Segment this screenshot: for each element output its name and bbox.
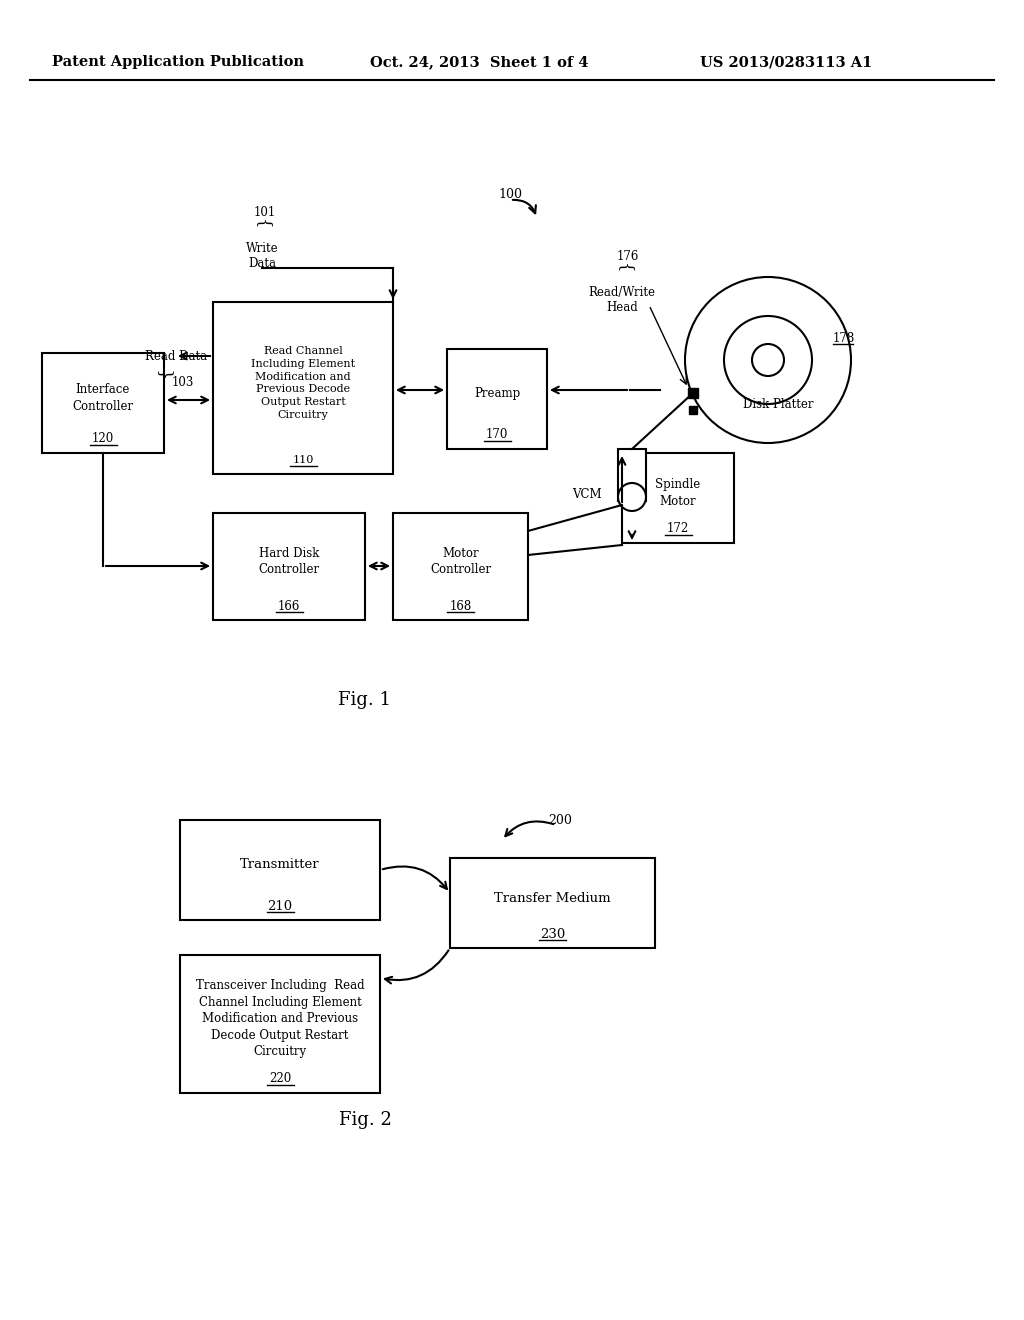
Text: Disk Platter: Disk Platter bbox=[742, 399, 813, 412]
Text: 166: 166 bbox=[278, 599, 300, 612]
Bar bbox=[213, 513, 365, 620]
Bar bbox=[618, 449, 646, 502]
Bar bbox=[180, 954, 380, 1093]
Text: 170: 170 bbox=[485, 429, 508, 441]
Text: VCM: VCM bbox=[572, 488, 602, 502]
Text: 100: 100 bbox=[498, 187, 522, 201]
Text: Fig. 2: Fig. 2 bbox=[339, 1111, 391, 1129]
Text: Fig. 1: Fig. 1 bbox=[339, 690, 391, 709]
Text: 176: 176 bbox=[616, 251, 639, 264]
Bar bbox=[180, 820, 380, 920]
Text: 220: 220 bbox=[269, 1072, 291, 1085]
Text: Transfer Medium: Transfer Medium bbox=[495, 891, 610, 904]
Text: 200: 200 bbox=[548, 813, 572, 826]
Text: Transceiver Including  Read
Channel Including Element
Modification and Previous
: Transceiver Including Read Channel Inclu… bbox=[196, 979, 365, 1059]
Text: 230: 230 bbox=[540, 928, 565, 940]
Bar bbox=[450, 858, 655, 948]
Bar bbox=[447, 348, 547, 449]
Text: Patent Application Publication: Patent Application Publication bbox=[52, 55, 304, 69]
Text: {: { bbox=[157, 367, 173, 378]
Text: Spindle
Motor: Spindle Motor bbox=[655, 478, 700, 508]
Text: 172: 172 bbox=[667, 523, 689, 536]
Text: 110: 110 bbox=[292, 455, 313, 465]
Circle shape bbox=[618, 483, 646, 511]
Text: Read/Write
Head: Read/Write Head bbox=[589, 286, 655, 314]
Text: Read Channel
Including Element
Modification and
Previous Decode
Output Restart
C: Read Channel Including Element Modificat… bbox=[251, 346, 355, 420]
Text: Write
Data: Write Data bbox=[246, 242, 279, 271]
Text: {: { bbox=[254, 219, 270, 230]
Polygon shape bbox=[688, 388, 698, 399]
Text: 210: 210 bbox=[267, 899, 293, 912]
Text: Hard Disk
Controller: Hard Disk Controller bbox=[258, 546, 319, 577]
Bar bbox=[393, 513, 528, 620]
Text: 168: 168 bbox=[450, 599, 472, 612]
Circle shape bbox=[752, 345, 784, 376]
Text: 120: 120 bbox=[92, 433, 114, 446]
Text: Transmitter: Transmitter bbox=[241, 858, 319, 871]
Text: Motor
Controller: Motor Controller bbox=[430, 546, 492, 577]
Bar bbox=[42, 352, 164, 453]
Text: Oct. 24, 2013  Sheet 1 of 4: Oct. 24, 2013 Sheet 1 of 4 bbox=[370, 55, 589, 69]
Text: US 2013/0283113 A1: US 2013/0283113 A1 bbox=[700, 55, 872, 69]
Bar bbox=[622, 453, 734, 543]
Text: Read Data: Read Data bbox=[144, 350, 207, 363]
Text: Preamp: Preamp bbox=[474, 388, 520, 400]
Text: {: { bbox=[615, 263, 633, 273]
Text: 178: 178 bbox=[833, 331, 855, 345]
Bar bbox=[213, 302, 393, 474]
Text: 101: 101 bbox=[254, 206, 276, 219]
Polygon shape bbox=[689, 407, 697, 414]
Text: 103: 103 bbox=[172, 375, 195, 388]
Text: Interface
Controller: Interface Controller bbox=[73, 383, 133, 413]
